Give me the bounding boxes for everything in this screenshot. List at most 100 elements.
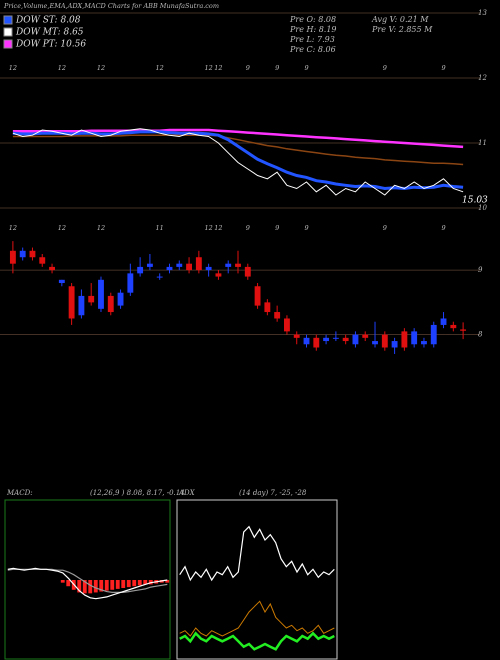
x-tick-label: 9: [441, 64, 445, 72]
y-tick-label: 12: [478, 74, 487, 82]
legend-label: DOW PT: 10.56: [15, 40, 86, 50]
x-tick-label: 12: [97, 64, 105, 72]
histogram-bar: [137, 580, 142, 586]
y-tick-label: 8: [478, 331, 483, 339]
info: Pre C: 8.06: [289, 45, 336, 54]
candle-body: [303, 337, 310, 345]
x-tick-label: 12: [204, 64, 212, 72]
series-line: [12, 128, 464, 196]
x-tick-label: 9: [383, 224, 387, 232]
candle-body: [98, 279, 104, 309]
y-tick-label: 10: [478, 204, 487, 212]
candle-body: [284, 318, 290, 332]
candle-body: [68, 286, 75, 319]
x-tick-label: 12: [58, 64, 66, 72]
page-title: Price,Volume,EMA,ADX,MACD Charts for ABB…: [3, 2, 219, 10]
histogram-bar: [99, 580, 104, 592]
candle-body: [440, 318, 447, 325]
candle-body: [156, 276, 163, 278]
legend-swatch: [3, 15, 13, 25]
candle-body: [205, 266, 212, 271]
candle-body: [225, 263, 232, 267]
histogram-bar: [165, 580, 170, 583]
histogram-bar: [66, 580, 71, 587]
candle-body: [195, 257, 202, 271]
x-tick-label: 9: [246, 64, 250, 72]
x-tick-label: 9: [304, 64, 308, 72]
candle-body: [362, 334, 369, 338]
x-tick-label: 9: [275, 224, 279, 232]
x-tick-label: 11: [156, 224, 164, 232]
histogram-bar: [121, 580, 126, 588]
histogram-bar: [77, 580, 82, 593]
candle-body: [58, 279, 65, 284]
candle-body: [342, 337, 349, 342]
histogram-bar: [126, 580, 131, 588]
legend-swatch: [3, 27, 13, 37]
annotation: 15.03: [462, 196, 488, 206]
candle-body: [137, 266, 144, 274]
histogram-bar: [93, 580, 98, 593]
series-line: [179, 525, 335, 582]
candle-body: [381, 334, 388, 348]
candle-body: [166, 266, 173, 271]
histogram-bar: [132, 580, 137, 587]
candle-body: [313, 337, 320, 348]
panel-frame: [4, 499, 171, 660]
candle-body: [323, 337, 330, 342]
info: Pre O: 8.08: [289, 15, 336, 24]
panel-title: MACD:: [6, 489, 33, 497]
candle-body: [88, 295, 95, 303]
histogram-bar: [115, 580, 120, 589]
x-tick-label: 9: [246, 224, 250, 232]
y-tick-label: 13: [478, 9, 487, 17]
legend-label: DOW ST: 8.08: [15, 16, 81, 26]
candle-body: [460, 329, 467, 331]
candle-body: [254, 286, 261, 306]
x-tick-label: 9: [383, 64, 387, 72]
candle-body: [401, 331, 408, 348]
info: Pre L: 7.93: [289, 35, 335, 44]
candle-body: [450, 324, 457, 329]
x-tick-label: 12: [58, 224, 66, 232]
candle-body: [9, 250, 16, 264]
panel-title: ADX: [178, 489, 196, 497]
candle-body: [117, 292, 124, 306]
candle-body: [293, 334, 300, 338]
histogram-bar: [60, 580, 65, 583]
x-tick-label: 12: [204, 224, 212, 232]
candle-body: [39, 257, 46, 264]
x-tick-label: 12: [97, 224, 105, 232]
series-line: [12, 128, 464, 149]
candle-body: [411, 331, 418, 345]
candle-body: [264, 302, 271, 313]
info: Avg V: 0.21 M: [371, 15, 429, 24]
candle-body: [107, 295, 114, 313]
series-line: [12, 130, 464, 191]
candle-body: [421, 341, 427, 345]
candle-body: [78, 295, 85, 316]
x-tick-label: 12: [9, 64, 17, 72]
legend-label: DOW MT: 8.65: [15, 28, 84, 38]
info: Pre H: 8.19: [289, 25, 337, 34]
candle-body: [235, 263, 241, 267]
candle-body: [352, 334, 359, 345]
series-line: [7, 567, 168, 600]
panel-frame: [176, 499, 338, 660]
x-tick-label: 9: [304, 224, 308, 232]
candle-body: [244, 266, 251, 277]
x-tick-label: 9: [441, 224, 445, 232]
candle-body: [127, 273, 134, 293]
panel-subtitle: (12,26,9 ) 8.08, 8.17, -0.14: [90, 489, 185, 497]
candle-body: [391, 341, 398, 348]
candle-body: [372, 341, 378, 345]
candle-body: [49, 266, 55, 271]
candle-body: [146, 263, 153, 267]
candle-body: [29, 250, 36, 258]
candle-body: [274, 312, 281, 319]
x-tick-label: 9: [275, 64, 279, 72]
info: Pre V: 2.855 M: [371, 25, 433, 34]
y-tick-label: 11: [478, 139, 487, 147]
